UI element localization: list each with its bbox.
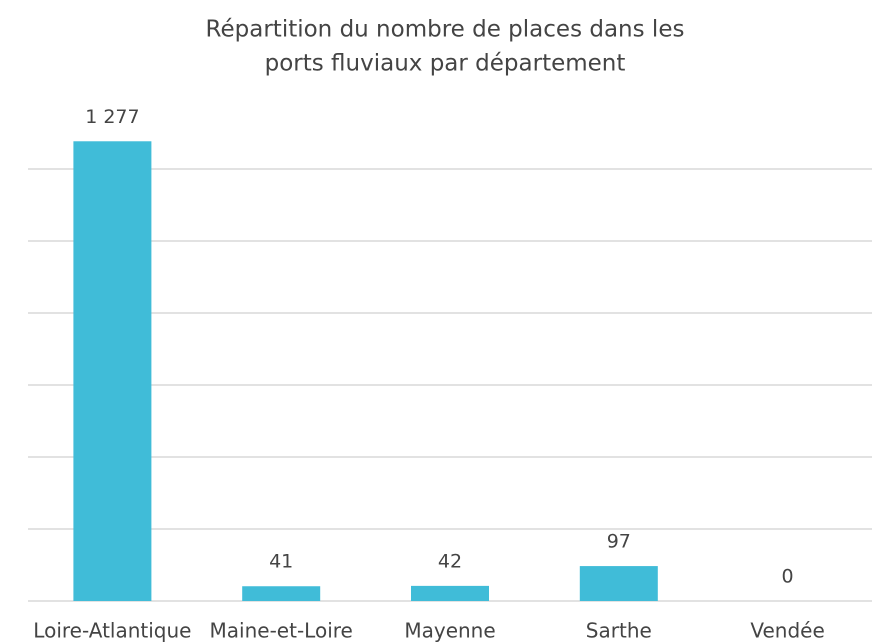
bar (411, 585, 489, 601)
bar (242, 586, 321, 601)
x-tick-label: Loire-Atlantique (33, 619, 191, 643)
bar (579, 566, 658, 601)
bar (73, 141, 152, 601)
chart-title: ports fluviaux par département (265, 51, 626, 77)
value-label: 41 (269, 551, 293, 573)
value-label: 0 (782, 566, 794, 588)
chart-title: Répartition du nombre de places dans les (206, 17, 685, 43)
x-tick-label: Vendée (750, 619, 824, 643)
value-label: 42 (438, 550, 462, 572)
x-tick-label: Sarthe (586, 619, 652, 643)
x-tick-label: Maine-et-Loire (210, 619, 353, 643)
value-label: 97 (607, 531, 631, 553)
value-label: 1 277 (85, 106, 139, 128)
x-tick-label: Mayenne (404, 619, 495, 643)
